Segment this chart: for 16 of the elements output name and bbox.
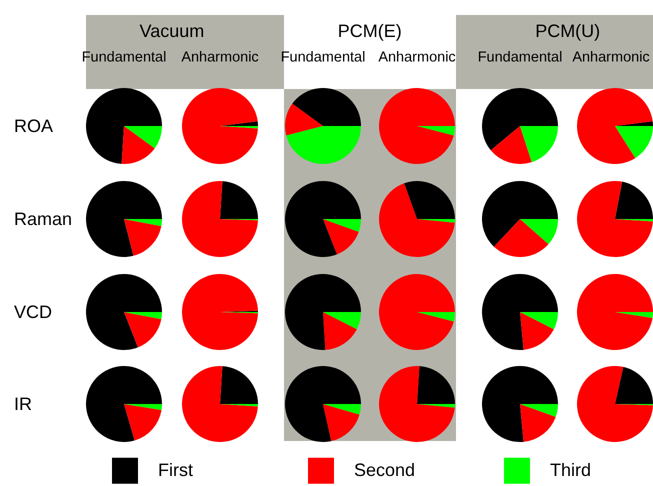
chart-title: Anharmonic (378, 50, 456, 66)
chart-title: Anharmonic (180, 50, 258, 66)
legend-label: Second (354, 460, 416, 480)
text: VCD (14, 302, 52, 322)
text: PCM(U) (535, 21, 600, 41)
chart-title: Fundamental (478, 50, 563, 66)
chart-title: Fundamental (82, 50, 167, 66)
text: ROA (14, 116, 54, 136)
text: Raman (14, 208, 72, 229)
legend-label: First (158, 460, 193, 480)
text: Vacuum (140, 21, 204, 41)
text: PCM(E) (338, 21, 402, 41)
text: IR (14, 394, 32, 414)
chart-title: Anharmonic (572, 50, 650, 66)
chart-title: Fundamental (280, 50, 365, 66)
legend-label: Third (550, 460, 592, 480)
